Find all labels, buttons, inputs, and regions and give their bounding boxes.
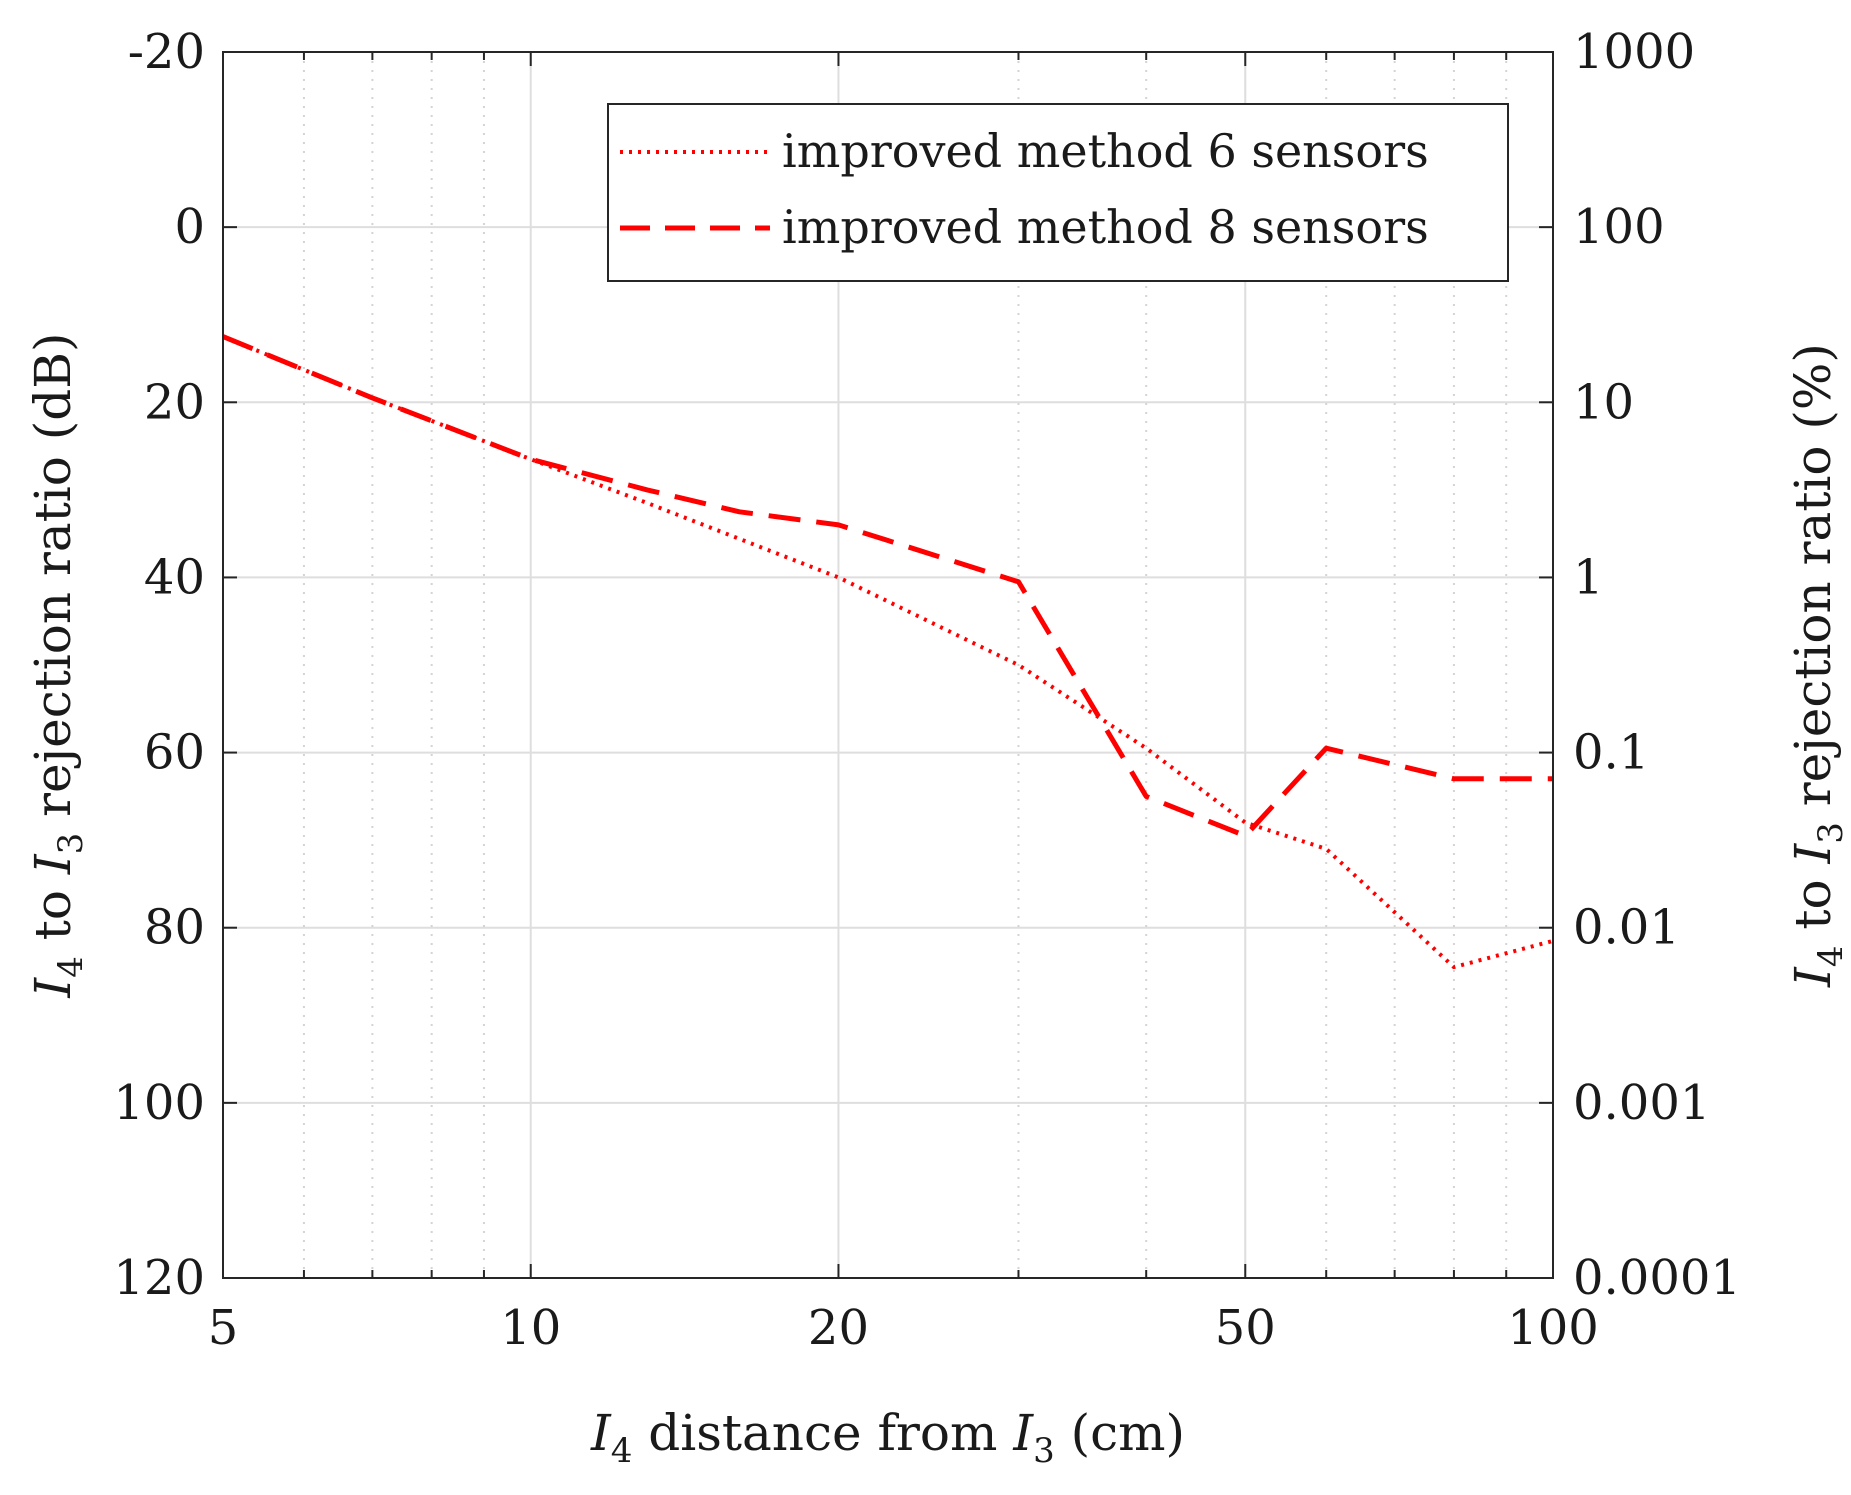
y-right-tick-labels: 1000 100 10 1 0.1 0.01 0.001 0.0001 (1573, 24, 1741, 1306)
y-right-tick-label: 10 (1573, 374, 1634, 430)
series-line-8-sensors (223, 334, 1553, 839)
x-tick-labels: 5 10 20 50 100 (208, 1300, 1599, 1356)
y-right-tick-label: 0.1 (1573, 725, 1649, 781)
plot-frame (222, 51, 1554, 1279)
y-left-tick-labels: -20 0 20 40 60 80 100 120 (113, 24, 205, 1306)
legend-box (607, 103, 1509, 282)
x-tick-label: 10 (500, 1300, 561, 1356)
x-tick-label: 5 (208, 1300, 239, 1356)
y-right-tick-label: 1000 (1573, 24, 1695, 80)
y-left-tick-label: 100 (113, 1075, 205, 1131)
y-left-tick-label: 80 (144, 900, 205, 956)
x-tick-label: 20 (808, 1300, 869, 1356)
y-left-tick-label: 120 (113, 1250, 205, 1306)
y-right-tick-label: 1 (1573, 549, 1604, 605)
y-right-tick-label: 0.0001 (1573, 1250, 1741, 1306)
y-right-axis-title: I4 to I3 rejection ratio (%) (1784, 343, 1851, 988)
legend-label-8-sensors: improved method 8 sensors (782, 200, 1429, 254)
tick-marks (222, 51, 1554, 1279)
y-left-tick-label: 20 (144, 374, 205, 430)
x-tick-label: 50 (1215, 1300, 1276, 1356)
y-left-tick-label: 0 (174, 199, 205, 255)
x-axis-title: I4 distance from I3 (cm) (590, 1404, 1185, 1471)
series-line-6-sensors (223, 334, 1553, 970)
legend: improved method 6 sensors improved metho… (607, 103, 1509, 282)
y-left-tick-label: 60 (144, 725, 205, 781)
y-right-tick-label: 0.001 (1573, 1075, 1710, 1131)
y-right-tick-label: 0.01 (1573, 900, 1680, 956)
series-layer (223, 334, 1553, 970)
y-left-tick-label: 40 (144, 549, 205, 605)
y-left-tick-label: -20 (128, 24, 205, 80)
y-left-axis-title: I4 to I3 rejection ratio (dB) (24, 332, 91, 998)
x-tick-label: 100 (1507, 1300, 1599, 1356)
grid-minor-lines (302, 52, 1508, 1278)
y-right-tick-label: 100 (1573, 199, 1665, 255)
legend-label-6-sensors: improved method 6 sensors (782, 124, 1429, 178)
